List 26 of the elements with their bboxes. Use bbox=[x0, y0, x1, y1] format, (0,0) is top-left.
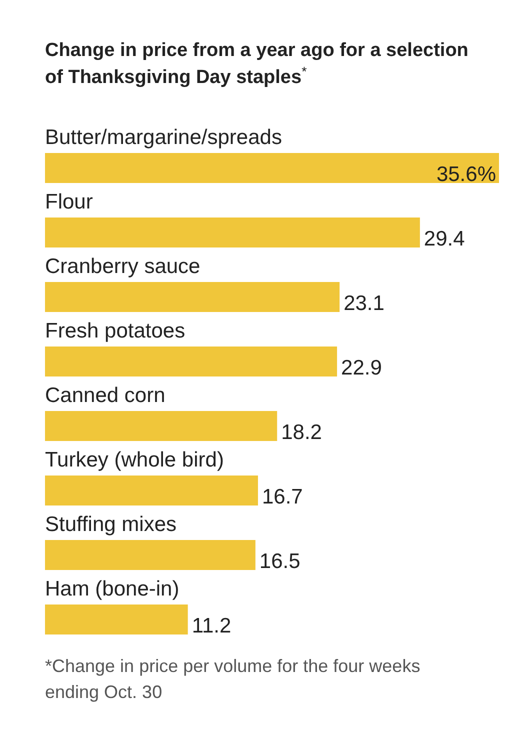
bar bbox=[45, 346, 338, 376]
y-tick-label: Butter/margarine/spreads bbox=[45, 126, 282, 149]
y-tick-label: Turkey (whole bird) bbox=[45, 448, 224, 472]
data-label: 16.7 bbox=[262, 486, 303, 508]
y-tick-label: Flour bbox=[45, 190, 93, 214]
data-label: 11.2 bbox=[192, 614, 232, 638]
bar bbox=[45, 540, 256, 570]
data-label: 23.1 bbox=[344, 292, 384, 315]
bar bbox=[45, 604, 188, 634]
text: *Change in price per volume for the four weeks ending Oct. 30 bbox=[45, 656, 420, 702]
bar bbox=[45, 282, 340, 312]
y-tick-label: Ham (bone-in) bbox=[45, 578, 180, 600]
y-tick-label: Canned corn bbox=[45, 384, 166, 407]
bar bbox=[45, 218, 420, 248]
bar bbox=[45, 153, 499, 183]
data-label: 29.4 bbox=[424, 228, 466, 250]
y-tick-label: Stuffing mixes bbox=[45, 513, 177, 536]
bar bbox=[45, 476, 258, 506]
data-label: 16.5 bbox=[259, 550, 300, 573]
y-tick-label: Fresh potatoes bbox=[45, 320, 186, 342]
data-label: 35.6% bbox=[436, 163, 496, 186]
data-label: 22.9 bbox=[341, 356, 382, 380]
data-label: 18.2 bbox=[281, 421, 322, 444]
bar bbox=[45, 411, 278, 441]
chart-title: Change in price from a year ago for a selection of Thanksgiving Day staples$^{*}$ bbox=[45, 40, 468, 88]
y-tick-label: Cranberry sauce bbox=[45, 255, 200, 278]
